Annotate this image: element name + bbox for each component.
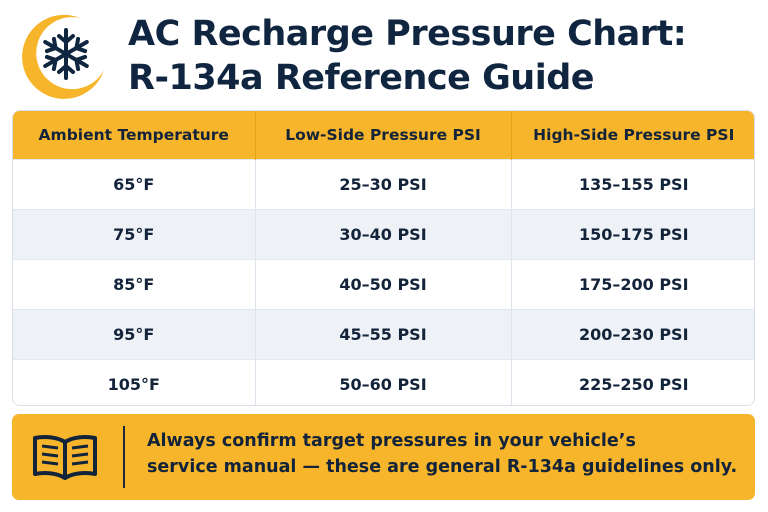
book-icon: [33, 435, 97, 480]
high-side-pressure-cell: 225–250 PSI: [511, 359, 754, 405]
snowflake-icon: [22, 14, 105, 99]
table-row: 105°F 50–60 PSI 225–250 PSI: [13, 359, 754, 405]
ambient-temperature-cell: 75°F: [13, 209, 256, 260]
table-row: 65°F 25–30 PSI 135–155 PSI: [13, 159, 754, 210]
high-side-pressure-cell: 200–230 PSI: [511, 309, 754, 360]
table-row: 75°F 30–40 PSI 150–175 PSI: [13, 209, 754, 260]
title-line-2: R-134a Reference Guide: [128, 58, 595, 98]
low-side-pressure-cell: 45–55 PSI: [255, 309, 512, 360]
table-header-row: Ambient Temperature Low-Side Pressure PS…: [13, 111, 754, 160]
low-side-pressure-cell: 40–50 PSI: [255, 259, 512, 310]
header: AC Recharge Pressure Chart: R-134a Refer…: [0, 0, 768, 110]
ambient-temperature-cell: 65°F: [13, 159, 256, 210]
column-header-low-side-pressure: Low-Side Pressure PSI: [255, 111, 512, 160]
column-header-high-side-pressure: High-Side Pressure PSI: [511, 111, 754, 160]
ambient-temperature-cell: 95°F: [13, 309, 256, 360]
note-divider: [123, 426, 125, 488]
ambient-temperature-cell: 105°F: [13, 359, 256, 405]
title-line-1: AC Recharge Pressure Chart:: [128, 14, 687, 54]
note-line-1: Always confirm target pressures in your …: [147, 431, 636, 451]
note-text: Always confirm target pressures in your …: [147, 428, 747, 480]
high-side-pressure-cell: 150–175 PSI: [511, 209, 754, 260]
low-side-pressure-cell: 25–30 PSI: [255, 159, 512, 210]
low-side-pressure-cell: 30–40 PSI: [255, 209, 512, 260]
column-header-ambient-temperature: Ambient Temperature: [13, 111, 256, 160]
table-row: 85°F 40–50 PSI 175–200 PSI: [13, 259, 754, 310]
table-row: 95°F 45–55 PSI 200–230 PSI: [13, 309, 754, 360]
high-side-pressure-cell: 135–155 PSI: [511, 159, 754, 210]
low-side-pressure-cell: 50–60 PSI: [255, 359, 512, 405]
guideline-note: Always confirm target pressures in your …: [12, 414, 755, 500]
note-line-2: service manual — these are general R-134…: [147, 457, 738, 477]
pressure-table: Ambient Temperature Low-Side Pressure PS…: [12, 110, 755, 406]
ambient-temperature-cell: 85°F: [13, 259, 256, 310]
high-side-pressure-cell: 175–200 PSI: [511, 259, 754, 310]
page-title: AC Recharge Pressure Chart: R-134a Refer…: [128, 12, 748, 100]
